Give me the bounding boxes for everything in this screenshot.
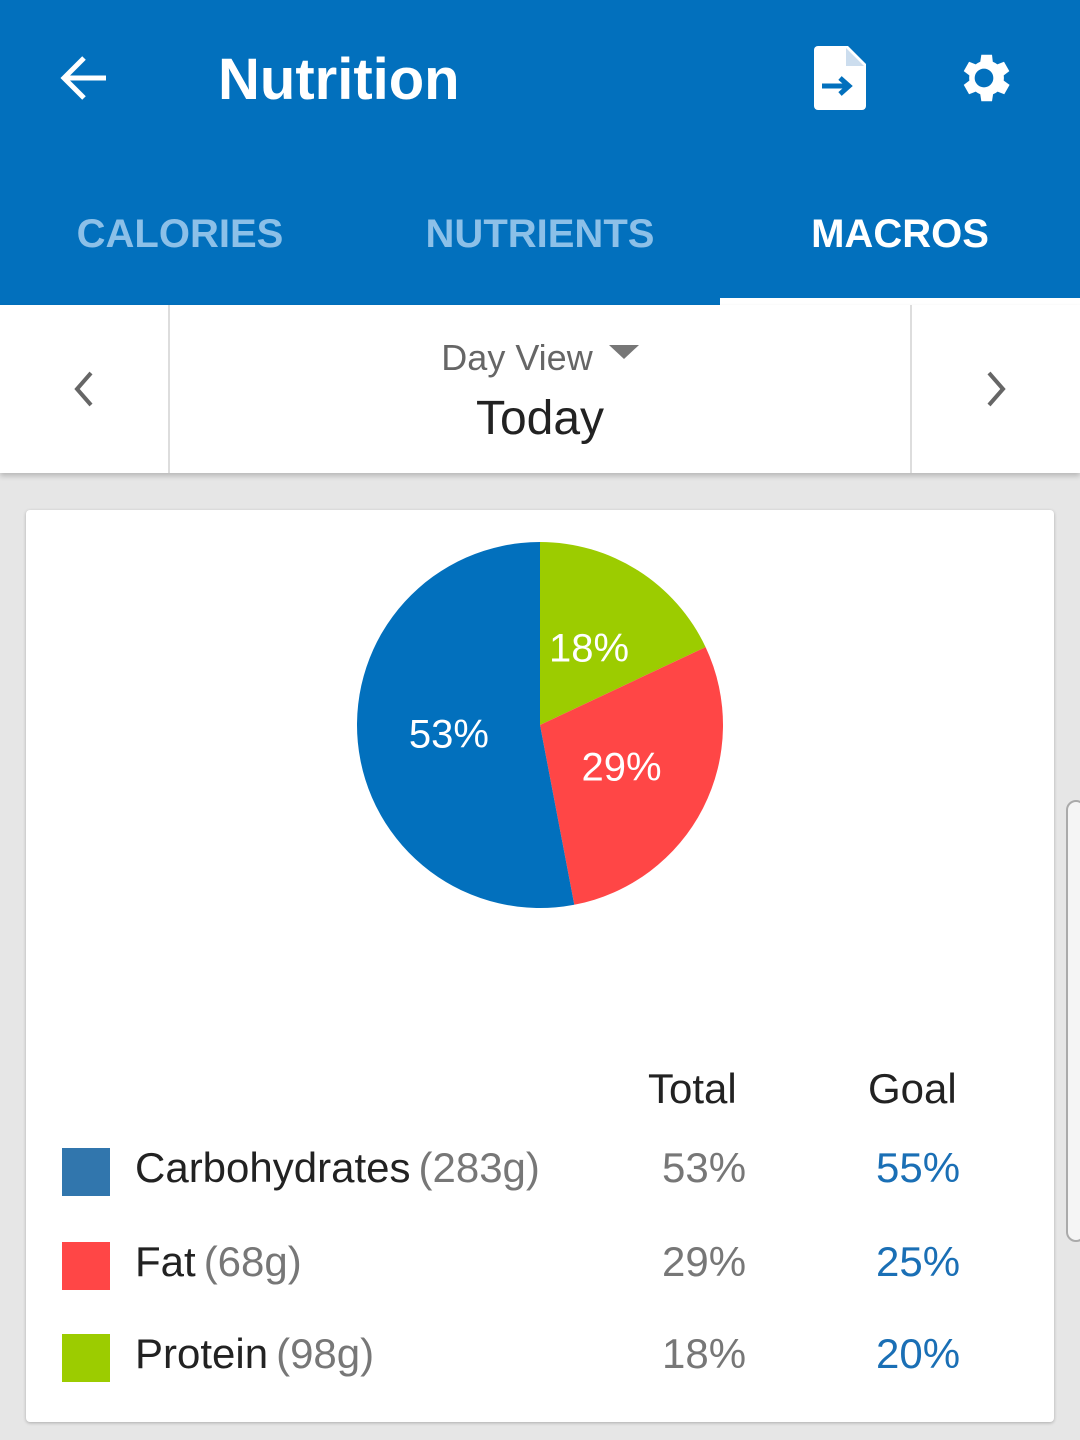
pie-slice-protein: [540, 542, 706, 725]
macro-name: Protein (98g): [135, 1330, 374, 1378]
macro-name: Fat (68g): [135, 1238, 302, 1286]
macro-name: Carbohydrates (283g): [135, 1144, 540, 1192]
pie-label-carbohydrates: 53%: [409, 713, 489, 757]
color-swatch: [62, 1148, 110, 1196]
color-swatch: [62, 1334, 110, 1382]
active-tab-indicator: [720, 298, 1080, 305]
macro-label: Carbohydrates: [135, 1144, 411, 1191]
macro-grams: (283g): [418, 1144, 540, 1191]
macro-total: 53%: [662, 1144, 747, 1191]
arrow-left-icon[interactable]: [56, 50, 112, 106]
macro-grams: (98g): [276, 1330, 375, 1377]
macro-label: Fat: [135, 1238, 196, 1285]
goal-column-header: Goal: [868, 1065, 957, 1112]
macro-row: Fat (68g) 29% 25%: [26, 1236, 1054, 1296]
macro-total: 18%: [662, 1330, 747, 1377]
tab-nutrients[interactable]: NUTRIENTS: [425, 212, 655, 256]
pie-slice-carbohydrates: [357, 542, 575, 908]
tab-calories[interactable]: CALORIES: [76, 212, 284, 256]
macro-goal[interactable]: 20%: [876, 1330, 961, 1377]
app-bar: Nutrition CALORIES NUTRIENTS MACROS: [0, 0, 1080, 305]
view-mode-label: Day View: [441, 337, 593, 378]
color-swatch: [62, 1242, 110, 1290]
macro-goal[interactable]: 55%: [876, 1144, 961, 1191]
scrollbar-handle[interactable]: [1066, 800, 1080, 1242]
pie-label-fat: 29%: [581, 746, 661, 790]
chevron-left-icon: [74, 371, 93, 407]
macros-pie-chart: 18% 29% 53%: [357, 542, 724, 908]
next-day-button[interactable]: [910, 305, 1080, 473]
page-title: Nutrition: [218, 47, 460, 112]
pie-slice-fat: [540, 647, 724, 905]
day-selector: Day View Today: [0, 305, 1080, 473]
previous-day-button[interactable]: [0, 305, 170, 473]
view-mode-dropdown[interactable]: Day View: [170, 337, 910, 379]
macro-row: Protein (98g) 18% 20%: [26, 1328, 1054, 1388]
macros-card: 18% 29% 53% Total Goal Carbohydrates (283g)…: [26, 510, 1054, 1422]
macro-goal[interactable]: 25%: [876, 1238, 961, 1285]
file-export-icon[interactable]: [814, 46, 866, 110]
macro-label: Protein: [135, 1330, 269, 1377]
tab-macros[interactable]: MACROS: [811, 212, 989, 256]
caret-down-icon: [608, 345, 639, 360]
chevron-right-icon: [987, 371, 1006, 407]
macro-total: 29%: [662, 1238, 747, 1285]
total-column-header: Total: [648, 1065, 737, 1112]
macro-grams: (68g): [203, 1238, 302, 1285]
gear-icon[interactable]: [952, 46, 1016, 110]
pie-label-protein: 18%: [549, 627, 629, 671]
current-date: Today: [475, 392, 605, 445]
macro-row: Carbohydrates (283g) 53% 55%: [26, 1142, 1054, 1202]
